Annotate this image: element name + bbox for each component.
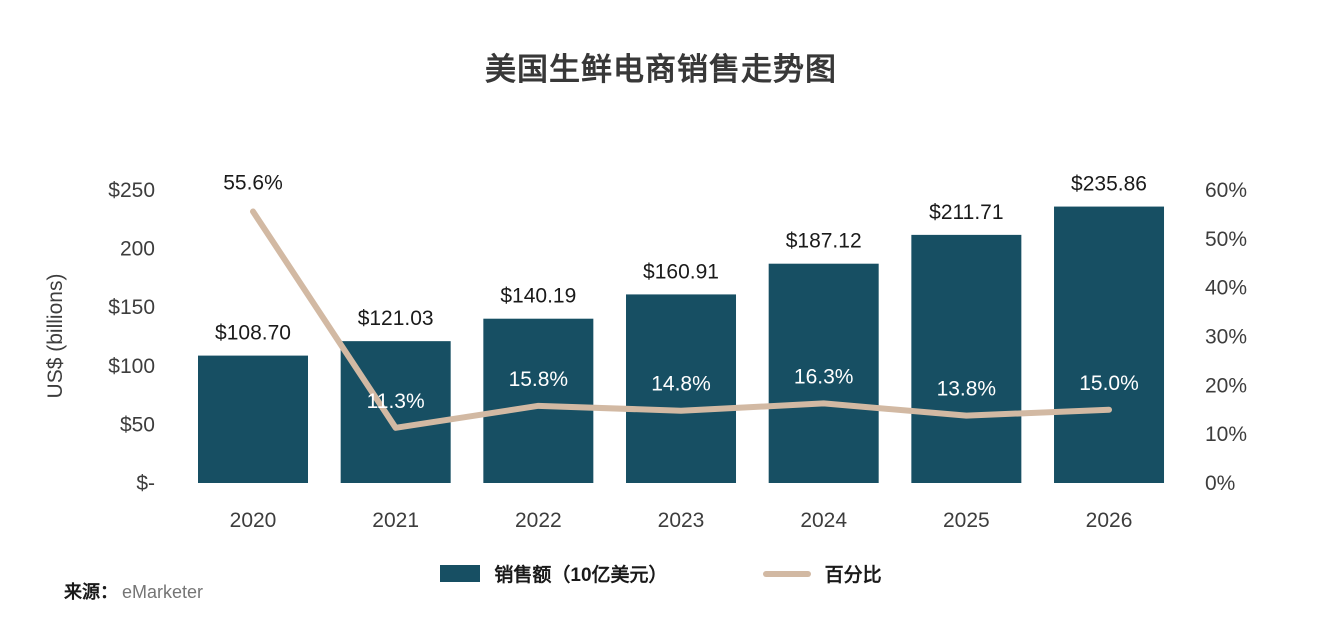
bar-2024: [768, 263, 879, 483]
left-axis-tick-label: 200: [120, 238, 155, 261]
right-axis-tick-label: 30%: [1205, 326, 1247, 349]
bar-2021: [340, 341, 451, 483]
source-name: eMarketer: [122, 582, 204, 602]
bar-2026: [1054, 206, 1165, 483]
bar-value-label: $108.70: [215, 322, 291, 345]
chart-legend: 销售额（10亿美元） 百分比: [0, 560, 1322, 587]
x-axis-label-2022: 2022: [515, 509, 562, 532]
left-axis-tick-label: $50: [120, 413, 155, 436]
legend-bar-label: 销售额（10亿美元）: [494, 565, 668, 586]
bar-value-label: $235.86: [1071, 173, 1147, 196]
percent-label: 14.8%: [651, 373, 711, 396]
right-axis-tick-label: 10%: [1205, 423, 1247, 446]
bar-2025: [911, 234, 1022, 483]
right-axis-tick-label: 0%: [1205, 472, 1235, 495]
bar-value-label: $121.03: [358, 307, 434, 330]
bar-value-label: $140.19: [500, 285, 576, 308]
x-axis-label-2024: 2024: [800, 509, 847, 532]
legend-line-swatch: [762, 570, 811, 577]
legend-bar-swatch: [440, 565, 481, 582]
left-axis-tick-label: $150: [108, 296, 155, 319]
percent-label: 55.6%: [223, 171, 283, 194]
left-axis-title: US$ (billions): [44, 274, 67, 399]
left-axis-tick-label: $-: [136, 472, 155, 495]
x-axis-label-2025: 2025: [943, 509, 990, 532]
bar-2022: [483, 318, 594, 483]
bar-2020: [198, 355, 308, 483]
bar-value-label: $187.12: [786, 230, 862, 253]
percent-label: 13.8%: [937, 378, 997, 401]
right-axis-tick-label: 40%: [1205, 277, 1247, 300]
x-axis-label-2020: 2020: [230, 509, 277, 532]
bar-2023: [626, 294, 737, 483]
percent-label: 16.3%: [794, 365, 854, 388]
legend-item-percent: 百分比: [762, 560, 882, 587]
legend-item-sales: 销售额（10亿美元）: [440, 560, 668, 587]
right-axis-tick-label: 50%: [1205, 228, 1247, 251]
source-note: 来源： eMarketer: [64, 578, 203, 604]
source-prefix: 来源：: [64, 582, 118, 602]
percent-label: 15.8%: [509, 368, 569, 391]
bar-value-label: $211.71: [929, 201, 1003, 224]
percent-label: 11.3%: [367, 390, 425, 413]
percent-label: 15.0%: [1079, 372, 1139, 395]
bar-value-label: $160.91: [643, 260, 719, 283]
legend-line-label: 百分比: [824, 565, 882, 586]
trend-line: [250, 208, 1113, 431]
x-axis-label-2026: 2026: [1086, 509, 1133, 532]
left-axis-tick-label: $250: [108, 179, 155, 202]
right-axis-tick-label: 20%: [1205, 374, 1247, 397]
right-axis-tick-label: 60%: [1205, 179, 1247, 202]
x-axis-label-2023: 2023: [658, 509, 705, 532]
x-axis-label-2021: 2021: [372, 509, 419, 532]
left-axis-tick-label: $100: [108, 355, 155, 378]
chart-title: 美国生鲜电商销售走势图: [485, 52, 837, 87]
